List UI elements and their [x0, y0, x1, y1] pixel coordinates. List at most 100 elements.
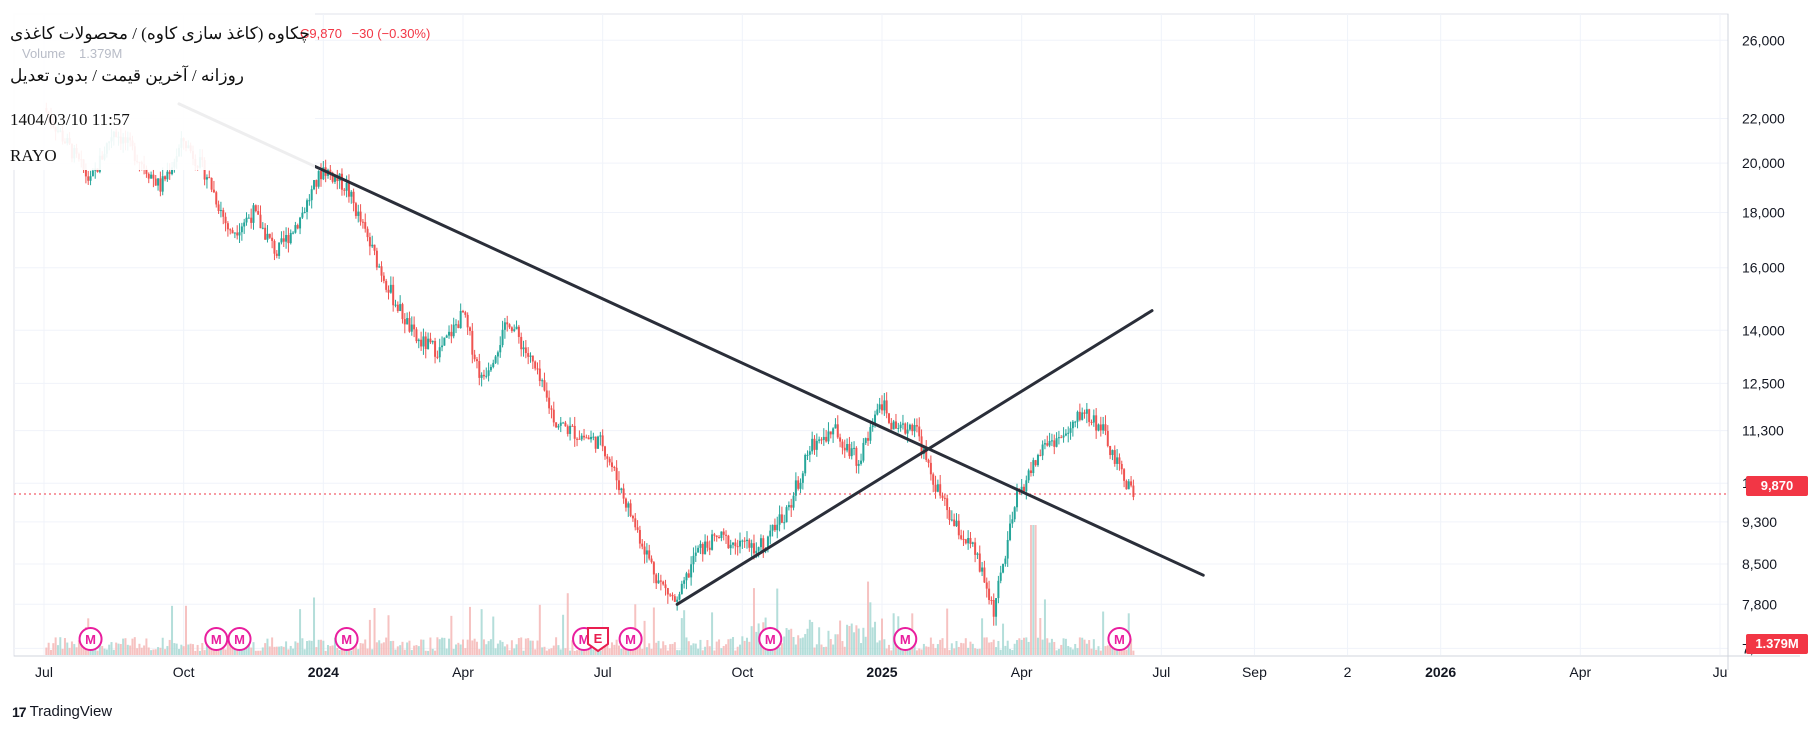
candle-body [571, 425, 574, 427]
volume-bar [1009, 648, 1012, 655]
marker-circle [1107, 627, 1132, 651]
dividend-marker-icon[interactable]: M [758, 627, 783, 651]
volume-bar [559, 649, 562, 655]
candle-body [855, 447, 858, 466]
candle-body [834, 424, 837, 429]
candle-body [1053, 440, 1056, 447]
candle-body [236, 232, 239, 236]
trendline-up[interactable] [675, 309, 1154, 606]
dividend-marker-icon[interactable]: M [893, 627, 918, 651]
dividend-marker-icon[interactable]: M [334, 627, 359, 651]
candle-body [729, 544, 732, 549]
volume-bar [666, 650, 669, 655]
volume-bar [468, 606, 471, 655]
volume-bar [846, 624, 849, 655]
volume-bar [841, 641, 844, 655]
candle-body [531, 355, 534, 362]
volume-bar [122, 638, 125, 655]
candle-body [208, 177, 211, 179]
candle-body [240, 226, 243, 233]
candle-body [943, 497, 946, 499]
candle-body [759, 538, 762, 548]
candle-body [1043, 443, 1046, 445]
volume-bar [946, 608, 949, 655]
candle-body [89, 176, 92, 181]
candle-body [1083, 412, 1086, 414]
volume-bar [657, 640, 660, 655]
y-tick-label: 16,000 [1742, 260, 1785, 276]
volume-bar [718, 639, 721, 655]
candle-body [259, 214, 262, 229]
tradingview-logo[interactable]: 17 TradingView [12, 703, 112, 720]
volume-bar [98, 644, 101, 655]
x-tick-label: Ju [1713, 664, 1728, 680]
candle-body [736, 546, 739, 548]
volume-bar [243, 648, 246, 655]
legend-panel [0, 0, 315, 170]
trendline-down[interactable] [177, 102, 1205, 577]
dividend-marker-icon[interactable]: M [78, 627, 103, 651]
volume-bar [974, 648, 977, 655]
volume-bar [457, 642, 460, 655]
dividend-marker-icon[interactable]: M [227, 627, 252, 651]
candle-body [932, 474, 935, 485]
volume-bar [268, 646, 271, 655]
candle-body [659, 580, 662, 582]
volume-bar [708, 646, 711, 655]
candle-body [96, 168, 99, 172]
candle-body [897, 427, 900, 429]
candle-body [634, 518, 637, 528]
candle-body [1020, 486, 1023, 492]
dividend-marker-icon[interactable]: M [1107, 627, 1132, 651]
candle-body [797, 480, 800, 489]
volume-bar [955, 641, 958, 655]
candle-body [466, 314, 469, 328]
volume-bar [159, 647, 162, 655]
candle-body [366, 228, 369, 238]
volume-bar [96, 650, 99, 655]
volume-bar [191, 644, 194, 655]
candle-body [224, 216, 227, 224]
candle-body [808, 451, 811, 455]
candle-body [657, 580, 660, 584]
trendlines[interactable] [177, 102, 1205, 606]
dividend-marker-icon[interactable]: M [204, 627, 229, 651]
volume-bar [964, 638, 967, 655]
earnings-marker-icon[interactable]: E [587, 627, 610, 653]
x-tick-label: Sep [1242, 664, 1267, 680]
volume-bar [415, 645, 418, 655]
volume-bar [783, 636, 786, 655]
candle-body [1127, 481, 1130, 490]
volume-bar [650, 648, 653, 655]
candle-body [815, 440, 818, 450]
volume-bar [489, 639, 492, 655]
candle-body [317, 171, 320, 187]
volume-bar [47, 642, 50, 655]
volume-bar [748, 641, 751, 655]
candle-body [606, 456, 609, 459]
volume-tag: 1.379M [1746, 634, 1808, 654]
candle-body [643, 546, 646, 555]
volume-bar [899, 649, 902, 655]
volume-bar [722, 645, 725, 655]
candle-body [766, 536, 769, 549]
volume-bar [124, 638, 127, 655]
volume-bar [266, 638, 269, 655]
candle-body [913, 425, 916, 432]
last-price-tag: 9,870 [1746, 476, 1808, 496]
volume-bar [54, 637, 57, 655]
candle-body [501, 329, 504, 346]
volume-bar [1067, 646, 1070, 655]
candle-body [566, 426, 569, 434]
dividend-marker-icon[interactable]: M [618, 627, 643, 651]
candle-body [389, 284, 392, 293]
volume-bar [161, 637, 164, 655]
candle-body [473, 354, 476, 360]
volume-bar [494, 648, 497, 655]
candle-body [811, 438, 814, 452]
volume-bar [860, 643, 863, 655]
candle-body [171, 167, 174, 175]
candle-body [971, 542, 974, 544]
